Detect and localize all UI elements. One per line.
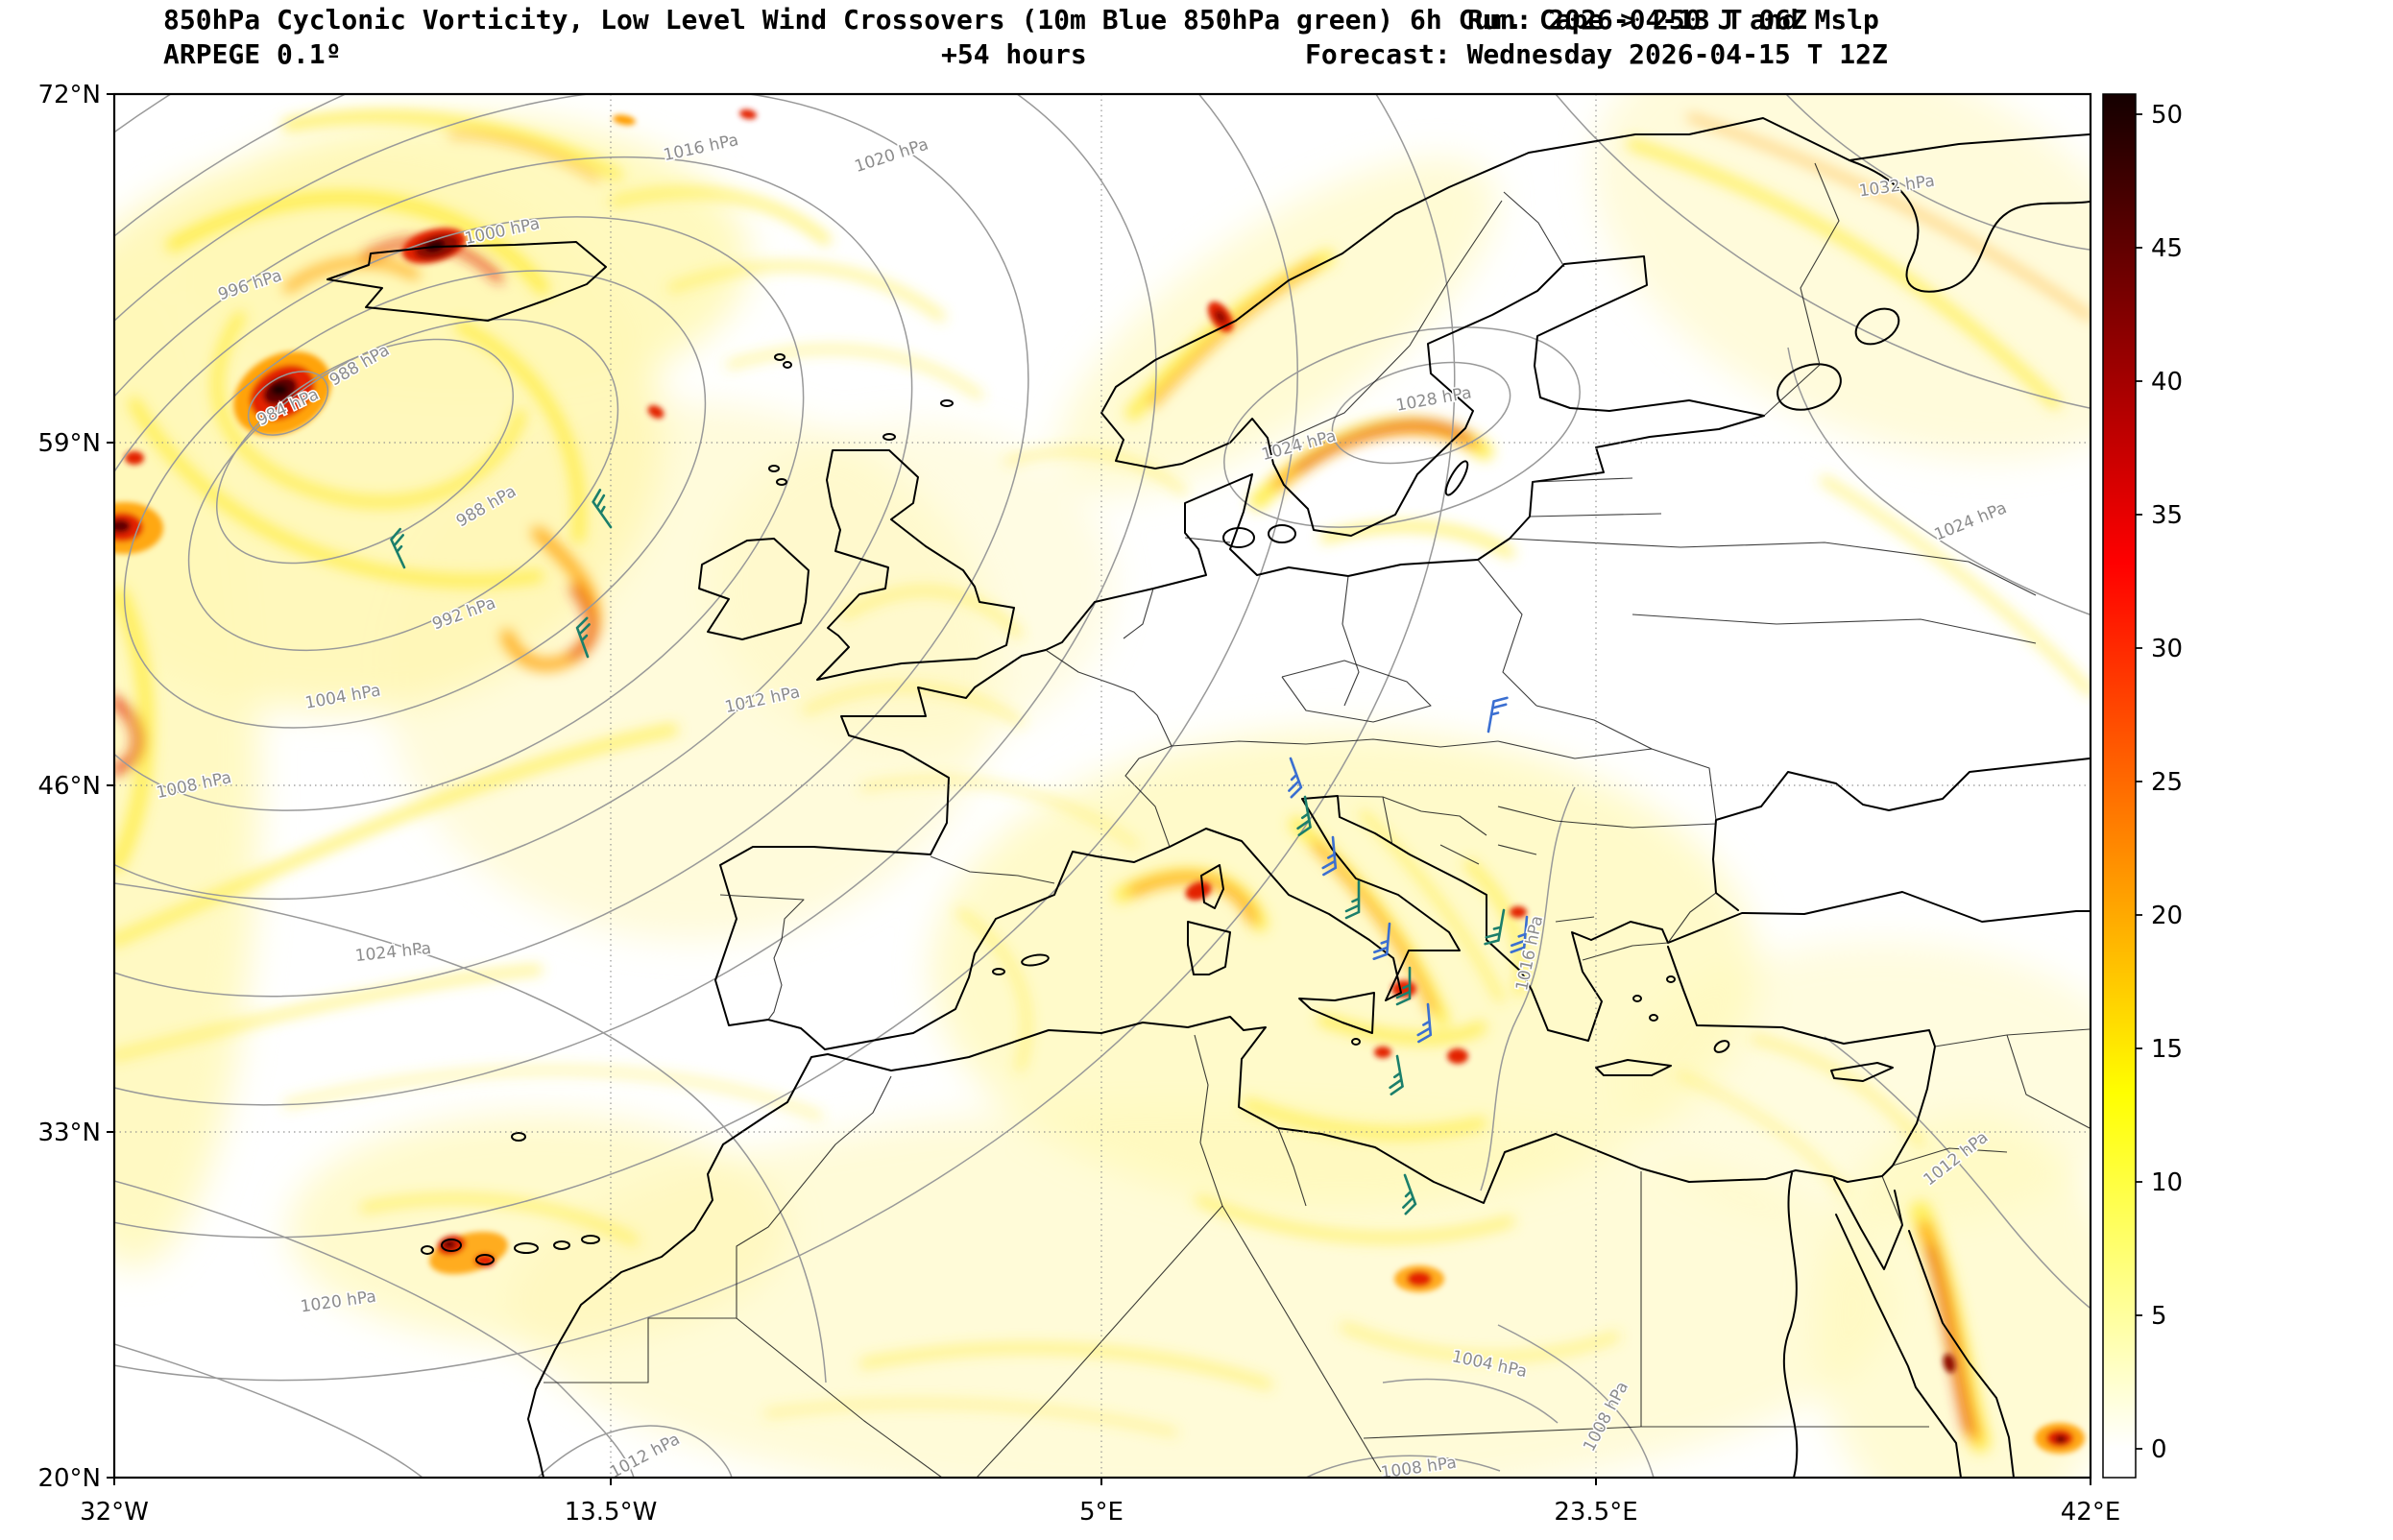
graticule xyxy=(114,94,2091,1478)
colorbar-tick-label: 45 xyxy=(2151,234,2183,263)
x-tick-label: 32°W xyxy=(80,1498,149,1527)
colorbar-tick-label: 5 xyxy=(2151,1302,2167,1331)
isobar-label: 1028 hPa xyxy=(1394,383,1473,415)
y-axis-labels: 72°N 59°N 46°N 33°N 20°N xyxy=(37,81,101,1493)
colorbar: 50 45 40 35 30 25 20 15 10 5 0 xyxy=(2102,93,2183,1479)
isobar-label: 1016 hPa xyxy=(662,131,740,165)
axis-ticks xyxy=(107,93,2091,1485)
chart-title: 850hPa Cyclonic Vorticity, Low Level Win… xyxy=(163,4,1879,36)
x-tick-label: 13.5°W xyxy=(565,1498,658,1527)
forecast-label: Forecast: Wednesday 2026-04-15 T 12Z xyxy=(1305,38,1888,70)
y-tick-label: 20°N xyxy=(37,1464,101,1493)
colorbar-tick-label: 0 xyxy=(2151,1435,2167,1464)
colorbar-tick-label: 40 xyxy=(2151,368,2183,397)
x-axis-labels: 32°W 13.5°W 5°E 23.5°E 42°E xyxy=(80,1498,2120,1527)
colorbar-tick-label: 35 xyxy=(2151,501,2183,530)
colorbar-ticks xyxy=(2136,113,2142,1450)
x-tick-label: 5°E xyxy=(1079,1498,1124,1527)
wind-barb-10m-icon xyxy=(1487,694,1509,735)
colorbar-tick-label: 15 xyxy=(2151,1035,2183,1064)
isobar-contours xyxy=(114,94,2091,1478)
colorbar-tick-label: 30 xyxy=(2151,635,2183,663)
coastlines xyxy=(326,117,2091,1478)
lead-time-label: +54 hours xyxy=(941,38,1087,70)
colorbar-tick-label: 10 xyxy=(2151,1168,2183,1197)
isobar-label: 1012 hPa xyxy=(607,1430,683,1482)
isobar-label: 1024 hPa xyxy=(354,939,432,966)
y-tick-label: 33°N xyxy=(37,1119,101,1147)
colorbar-gradient xyxy=(2102,93,2137,1479)
y-tick-label: 72°N xyxy=(37,81,101,109)
colorbar-tick-label: 20 xyxy=(2151,902,2183,930)
run-label: Run: 2026-04-13 T 06Z xyxy=(1467,4,1808,36)
x-tick-label: 42°E xyxy=(2061,1498,2121,1527)
colorbar-tick-label: 50 xyxy=(2151,101,2183,130)
colorbar-labels: 50 45 40 35 30 25 20 15 10 5 0 xyxy=(2151,101,2183,1464)
country-borders xyxy=(544,162,2091,1478)
colorbar-tick-label: 25 xyxy=(2151,768,2183,797)
model-label: ARPEGE 0.1º xyxy=(163,38,342,70)
isobar-label: 1024 hPa xyxy=(1932,498,2010,544)
x-tick-label: 23.5°E xyxy=(1554,1498,1637,1527)
y-tick-label: 46°N xyxy=(37,772,101,801)
y-tick-label: 59°N xyxy=(37,429,101,458)
